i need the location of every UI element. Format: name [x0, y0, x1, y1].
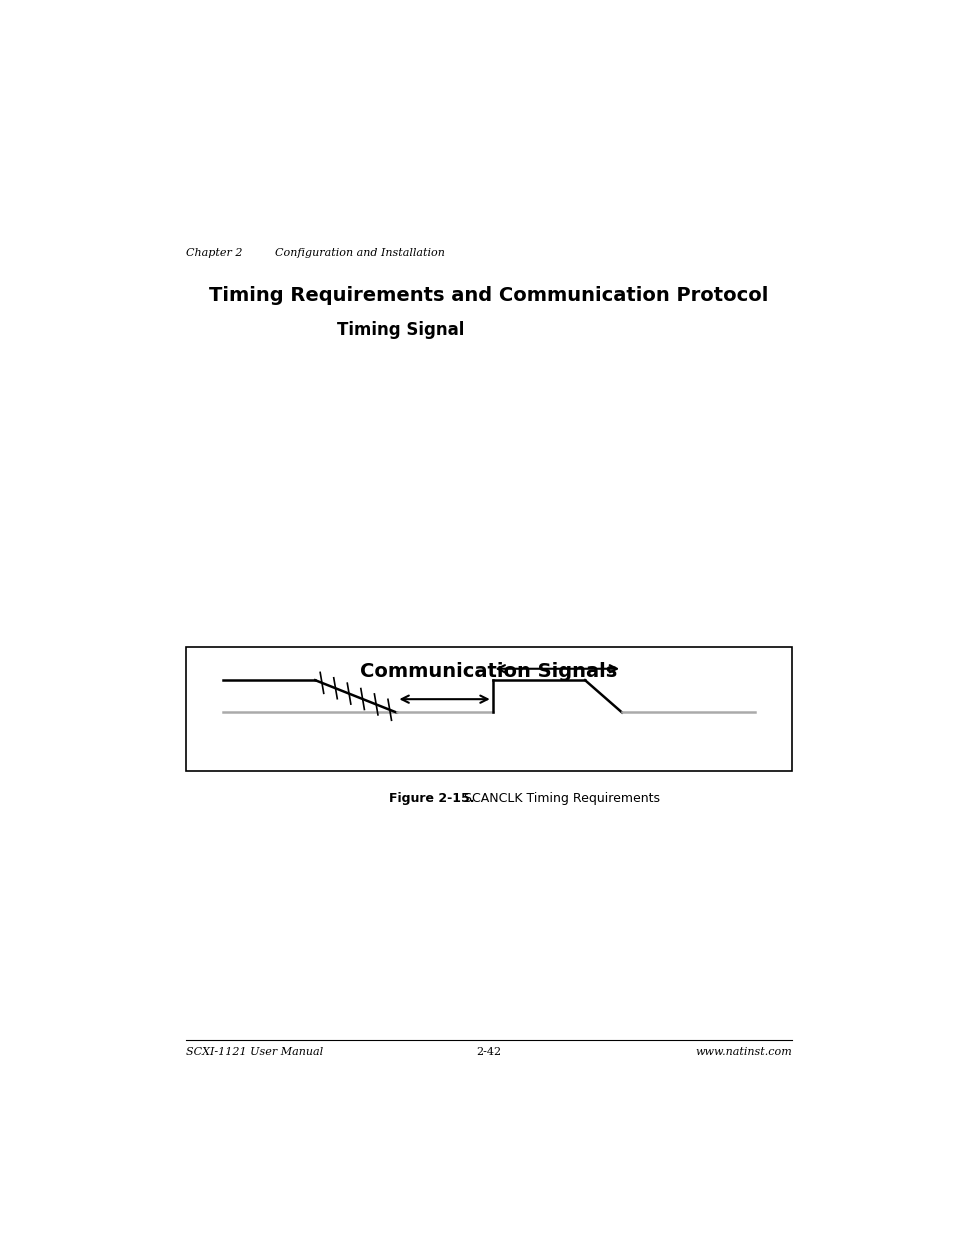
Text: SCXI-1121 User Manual: SCXI-1121 User Manual	[186, 1047, 322, 1057]
Text: Chapter 2: Chapter 2	[186, 248, 242, 258]
Text: Timing Requirements and Communication Protocol: Timing Requirements and Communication Pr…	[209, 287, 768, 305]
Text: Figure 2-15.: Figure 2-15.	[389, 792, 474, 805]
Text: Communication Signals: Communication Signals	[360, 662, 617, 680]
Text: SCANCLK Timing Requirements: SCANCLK Timing Requirements	[456, 792, 659, 805]
Bar	[186, 647, 791, 771]
Text: Timing Signal: Timing Signal	[337, 321, 464, 340]
Text: Configuration and Installation: Configuration and Installation	[274, 248, 444, 258]
Text: www.natinst.com: www.natinst.com	[695, 1047, 791, 1057]
Text: 2-42: 2-42	[476, 1047, 501, 1057]
